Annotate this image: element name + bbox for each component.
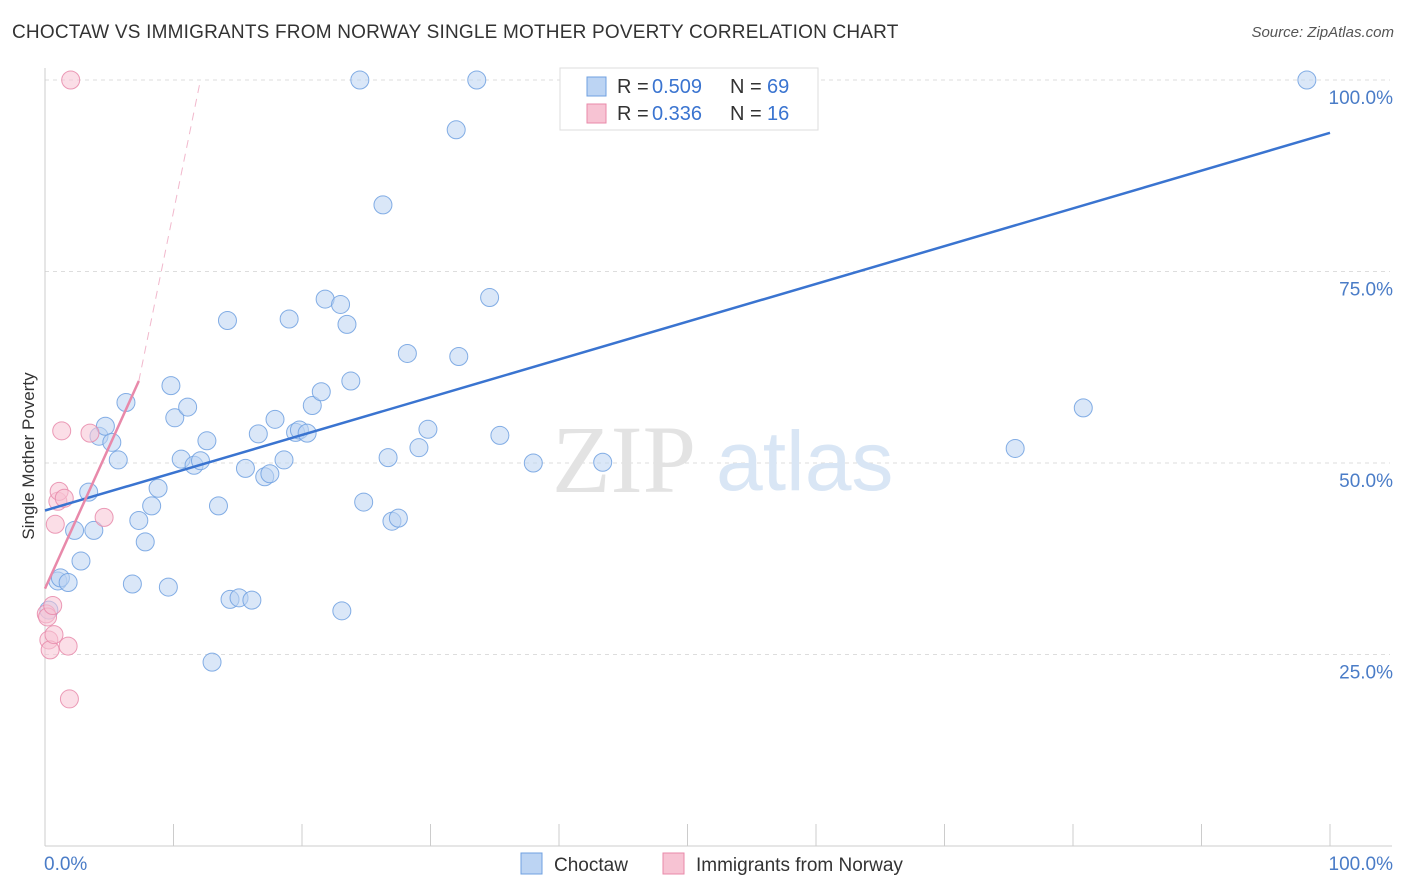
- point-choctaw-66: [1005, 438, 1025, 458]
- legend-r-label-1: R =: [617, 103, 649, 125]
- point-norway-13: [61, 70, 81, 90]
- point-norway-4: [43, 595, 63, 615]
- point-choctaw-16: [142, 496, 162, 516]
- point-choctaw-51: [373, 195, 393, 215]
- point-choctaw-22: [178, 397, 198, 417]
- point-choctaw-55: [397, 343, 417, 363]
- bottom-legend: Choctaw Immigrants from Norway: [520, 852, 903, 876]
- point-choctaw-35: [260, 464, 280, 484]
- point-choctaw-33: [248, 424, 268, 444]
- point-choctaw-56: [409, 438, 429, 458]
- grid-lines: [45, 79, 1390, 655]
- point-choctaw-43: [311, 382, 331, 402]
- chart-title: CHOCTAW VS IMMIGRANTS FROM NORWAY SINGLE…: [12, 22, 899, 43]
- legend-r-value-0: 0.509: [652, 76, 702, 98]
- point-choctaw-19: [161, 376, 181, 396]
- point-choctaw-68: [1297, 70, 1317, 90]
- point-choctaw-38: [279, 309, 299, 329]
- point-choctaw-61: [480, 288, 500, 308]
- legend-n-label-0: N =: [730, 76, 762, 98]
- point-norway-15: [94, 507, 114, 527]
- point-choctaw-47: [337, 314, 357, 334]
- point-choctaw-57: [418, 419, 438, 439]
- point-choctaw-62: [490, 425, 510, 445]
- point-choctaw-50: [354, 492, 374, 512]
- point-choctaw-46: [332, 601, 352, 621]
- legend-swatch-0: [586, 76, 607, 97]
- point-choctaw-32: [242, 590, 262, 610]
- point-norway-9: [52, 421, 72, 441]
- point-choctaw-67: [1073, 398, 1093, 418]
- legend-r-value-1: 0.336: [652, 103, 702, 125]
- y-tick-label-0: 25.0%: [1339, 663, 1393, 684]
- point-choctaw-28: [217, 311, 237, 331]
- axes: [44, 68, 1392, 847]
- y-tick-label-1: 50.0%: [1339, 471, 1393, 492]
- y-axis-label: Single Mother Poverty: [19, 372, 38, 540]
- legend-n-value-0: 69: [767, 76, 789, 98]
- point-choctaw-26: [202, 652, 222, 672]
- point-choctaw-63: [523, 453, 543, 473]
- point-choctaw-42: [302, 396, 322, 416]
- point-choctaw-20: [165, 408, 185, 428]
- point-choctaw-58: [446, 120, 466, 140]
- point-choctaw-36: [265, 409, 285, 429]
- point-norway-11: [58, 636, 78, 656]
- point-choctaw-3: [58, 572, 78, 592]
- point-choctaw-7: [84, 520, 104, 540]
- legend-n-label-1: N =: [730, 103, 762, 125]
- bottom-legend-label-0: Choctaw: [554, 855, 628, 876]
- y-tick-label-2: 75.0%: [1339, 280, 1393, 301]
- x-tick-label-1: 100.0%: [1329, 854, 1394, 875]
- watermark-zip: ZIP: [552, 406, 696, 513]
- watermark: ZIP atlas: [552, 406, 893, 513]
- source-credit: Source: ZipAtlas.com: [1251, 24, 1394, 41]
- point-choctaw-14: [129, 510, 149, 530]
- legend: R = 0.509 N = 69 R = 0.336 N = 16: [559, 67, 819, 131]
- point-choctaw-52: [378, 448, 398, 468]
- data-points: [36, 70, 1317, 709]
- point-choctaw-49: [350, 70, 370, 90]
- point-choctaw-5: [71, 551, 91, 571]
- watermark-atlas: atlas: [716, 414, 893, 508]
- point-choctaw-13: [122, 574, 142, 594]
- bottom-legend-label-1: Immigrants from Norway: [696, 855, 903, 876]
- point-choctaw-17: [148, 478, 168, 498]
- point-choctaw-37: [274, 450, 294, 470]
- point-choctaw-45: [331, 294, 351, 314]
- trend-line-2: [138, 79, 201, 382]
- point-choctaw-11: [108, 450, 128, 470]
- point-choctaw-48: [341, 371, 361, 391]
- trend-line-0: [44, 131, 1331, 512]
- point-choctaw-25: [197, 431, 217, 451]
- point-norway-6: [45, 514, 65, 534]
- tick-labels: 25.0% 50.0% 75.0% 100.0% 0.0% 100.0%: [44, 88, 1393, 875]
- point-choctaw-27: [208, 496, 228, 516]
- bottom-legend-swatch-0: [520, 852, 543, 875]
- point-norway-5: [44, 625, 64, 645]
- point-choctaw-59: [449, 347, 469, 367]
- legend-swatch-1: [586, 103, 607, 124]
- x-tick-label-0: 0.0%: [44, 854, 87, 875]
- trend-line-1: [43, 380, 140, 590]
- point-choctaw-18: [158, 577, 178, 597]
- point-norway-12: [59, 689, 79, 709]
- point-choctaw-15: [135, 532, 155, 552]
- legend-r-label-0: R =: [617, 76, 649, 98]
- point-choctaw-54: [388, 508, 408, 528]
- point-choctaw-31: [235, 458, 255, 478]
- trend-lines: [43, 79, 1331, 590]
- bottom-legend-swatch-1: [662, 852, 685, 875]
- point-choctaw-64: [593, 452, 613, 472]
- y-tick-label-3: 100.0%: [1329, 88, 1394, 109]
- point-norway-14: [80, 423, 100, 443]
- point-choctaw-60: [467, 70, 487, 90]
- legend-n-value-1: 16: [767, 103, 789, 125]
